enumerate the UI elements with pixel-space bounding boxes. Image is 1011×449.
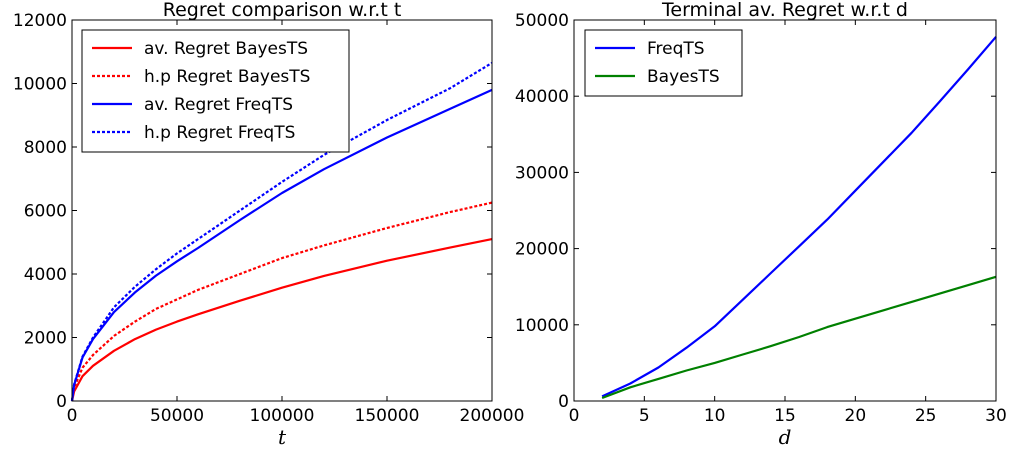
y-tick-label: 10000 [13, 75, 67, 95]
legend-entry: av. Regret BayesTS [144, 39, 308, 59]
legend-box [81, 29, 350, 153]
series-layer-left [70, 61, 493, 402]
x-axis-label-right: d [779, 425, 792, 449]
legend-entry: BayesTS [647, 67, 720, 87]
y-tick-label: 20000 [515, 240, 569, 260]
legend-right: FreqTS BayesTS [584, 29, 743, 97]
x-tick-label: 25 [915, 406, 937, 426]
y-tick-label: 12000 [13, 11, 67, 31]
x-tick-label: 5 [639, 406, 650, 426]
y-tick-label: 40000 [515, 87, 569, 107]
x-tick-label: 10 [704, 406, 726, 426]
y-tick-label: 0 [56, 392, 67, 412]
axes-right: 0 5 10 15 20 25 30 0 10000 20000 30000 40000 50000 [515, 11, 1007, 426]
series-line-0-3 [70, 61, 493, 402]
series-layer-right [601, 36, 997, 400]
x-tick-label: 0 [67, 406, 78, 426]
legend-entry: h.p Regret FreqTS [144, 123, 295, 143]
series-line-1-0 [601, 36, 997, 398]
legend-entry: av. Regret FreqTS [144, 95, 293, 115]
y-tick-label: 2000 [24, 329, 67, 349]
series-line-0-0 [70, 238, 493, 402]
y-tick-label: 10000 [515, 316, 569, 336]
x-tick-label: 50000 [150, 406, 204, 426]
chart-regret-vs-t: 0 50000 100000 150000 200000 0 2000 4000 6000 800… [13, 0, 525, 449]
y-tick-label: 4000 [24, 265, 67, 285]
legend-box [584, 29, 743, 97]
x-tick-label: 20 [845, 406, 867, 426]
y-tick-label: 0 [558, 392, 569, 412]
x-tick-label: 0 [569, 406, 580, 426]
series-line-1-1 [601, 275, 997, 400]
chart-terminal-regret-vs-d: 0 5 10 15 20 25 30 0 10000 20000 30000 40000 50000 T… [515, 0, 1007, 449]
legend-left: av. Regret BayesTS h.p Regret BayesTS av. … [81, 29, 350, 153]
legend-entry: FreqTS [647, 39, 705, 59]
y-tick-label: 6000 [24, 202, 67, 222]
x-axis-label-left: t [278, 425, 287, 449]
axes-left: 0 50000 100000 150000 200000 0 2000 4000 6000 800… [13, 11, 525, 426]
y-tick-label: 30000 [515, 163, 569, 183]
x-tick-label: 150000 [355, 406, 420, 426]
legend-entry: h.p Regret BayesTS [144, 67, 310, 87]
chart-title-right: Terminal av. Regret w.r.t d [661, 0, 908, 21]
y-tick-label: 8000 [24, 138, 67, 158]
chart-title-left: Regret comparison w.r.t t [163, 0, 402, 21]
x-tick-label: 100000 [250, 406, 315, 426]
series-line-0-1 [70, 201, 493, 402]
x-tick-label: 200000 [460, 406, 525, 426]
x-tick-label: 15 [774, 406, 796, 426]
y-tick-label: 50000 [515, 11, 569, 31]
x-tick-label: 30 [985, 406, 1007, 426]
